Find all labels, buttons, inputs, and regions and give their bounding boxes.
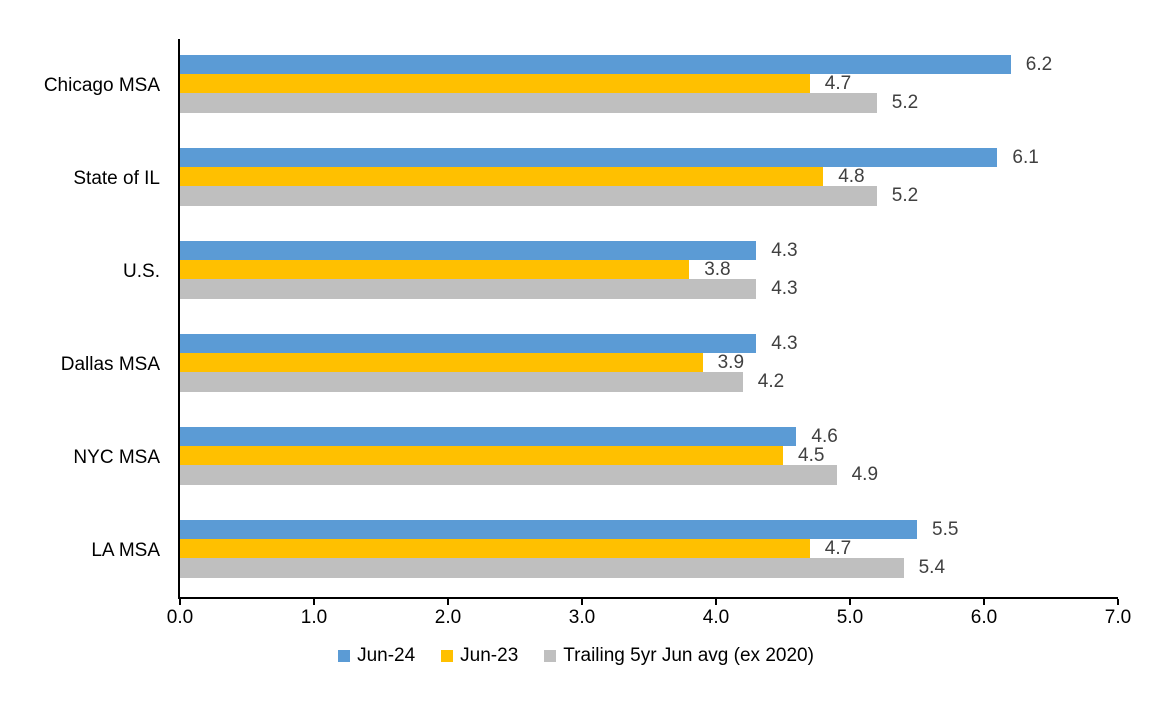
legend-item: Jun-24: [338, 645, 415, 667]
legend-swatch: [544, 650, 557, 662]
bar-trailing-5yr-jun-avg-ex-2020-: [180, 558, 904, 578]
value-label: 4.2: [757, 370, 785, 392]
bar-jun-23: [180, 539, 810, 559]
bar-jun-24: [180, 334, 757, 354]
axis-tick: [179, 599, 181, 605]
axis-tick: [1117, 599, 1119, 605]
bar-jun-24: [180, 148, 998, 168]
bar-jun-24: [180, 427, 797, 447]
plot-area: 6.2 4.7 5.2 6.1 4.8 5.2 4.3 3.8 4.3 4.3 3.9 4.2 4.6 4…: [167, 39, 1131, 628]
category-label: Chicago MSA: [43, 74, 160, 96]
category-label: LA MSA: [91, 539, 160, 561]
legend-label: Trailing 5yr Jun avg (ex 2020): [563, 645, 814, 666]
bar-jun-23: [180, 446, 783, 466]
bar-trailing-5yr-jun-avg-ex-2020-: [180, 372, 743, 392]
legend-label: Jun-23: [460, 645, 519, 666]
bar-jun-24: [180, 241, 757, 261]
value-label: 6.2: [1025, 53, 1053, 75]
bar-jun-23: [180, 353, 703, 373]
bar-trailing-5yr-jun-avg-ex-2020-: [180, 465, 837, 485]
bar-trailing-5yr-jun-avg-ex-2020-: [180, 279, 757, 299]
axis-tick-label: 2.0: [434, 607, 462, 628]
category-label: NYC MSA: [73, 446, 160, 468]
axis-tick: [447, 599, 449, 605]
axis-tick: [983, 599, 985, 605]
axis-tick: [581, 599, 583, 605]
legend-swatch: [441, 650, 454, 662]
bar-jun-24: [180, 55, 1011, 75]
value-label: 6.1: [1012, 146, 1039, 168]
value-label: 4.7: [824, 72, 852, 94]
value-label: 3.9: [717, 351, 745, 373]
value-label: 4.3: [771, 332, 798, 354]
bar-trailing-5yr-jun-avg-ex-2020-: [180, 93, 877, 113]
axis-tick-label: 0.0: [166, 607, 194, 628]
bar-jun-23: [180, 260, 690, 280]
axis-tick-label: 5.0: [836, 607, 864, 628]
value-label: 4.8: [838, 165, 865, 187]
legend: Jun-24 Jun-23 Trailing 5yr Jun avg (ex 202…: [0, 645, 1152, 667]
bar-jun-23: [180, 74, 810, 94]
value-label: 4.3: [771, 277, 798, 299]
legend-label: Jun-24: [357, 645, 416, 666]
category-label: Dallas MSA: [60, 353, 160, 375]
value-label: 4.7: [824, 537, 852, 559]
axis-tick-label: 3.0: [568, 607, 596, 628]
value-label: 4.3: [771, 239, 798, 261]
axis-tick-label: 7.0: [1104, 607, 1132, 628]
value-label: 3.8: [704, 258, 731, 280]
value-label: 5.5: [932, 518, 959, 540]
axis-tick: [715, 599, 717, 605]
axis-tick: [849, 599, 851, 605]
value-label: 4.9: [851, 463, 879, 485]
value-label: 4.5: [798, 444, 825, 466]
axis-tick-label: 1.0: [300, 607, 328, 628]
legend-swatch: [338, 650, 351, 662]
value-label: 5.2: [891, 184, 919, 206]
legend-item: Jun-23: [441, 645, 518, 667]
value-label: 4.6: [811, 425, 838, 447]
value-label: 5.4: [918, 556, 946, 578]
axis-tick-label: 6.0: [970, 607, 998, 628]
axis-tick: [313, 599, 315, 605]
bar-jun-24: [180, 520, 917, 540]
legend-item: Trailing 5yr Jun avg (ex 2020): [544, 645, 814, 667]
bar-jun-23: [180, 167, 824, 187]
axis-tick-label: 4.0: [702, 607, 730, 628]
bar-trailing-5yr-jun-avg-ex-2020-: [180, 186, 877, 206]
category-label: State of IL: [73, 167, 160, 189]
value-label: 5.2: [891, 91, 919, 113]
category-label: U.S.: [123, 260, 160, 282]
